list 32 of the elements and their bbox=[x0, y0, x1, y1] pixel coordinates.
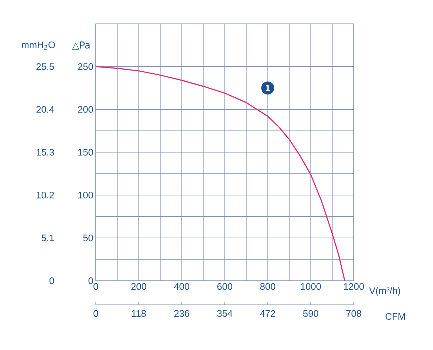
y-tick-label: 200 bbox=[78, 106, 94, 114]
y2-tick-label: 20.4 bbox=[36, 106, 54, 114]
x-axis-title: V(m³/h) bbox=[369, 287, 400, 296]
y-tick-label: 50 bbox=[83, 234, 94, 242]
annotation: 1 bbox=[266, 84, 270, 92]
x-tick-label: 1200 bbox=[344, 283, 364, 290]
x-tick-label: 600 bbox=[218, 283, 233, 290]
y-tick-label: 250 bbox=[78, 63, 94, 70]
x2-axis-title: CFM bbox=[386, 313, 406, 320]
x2-tick-label: 708 bbox=[346, 310, 362, 318]
x-tick-label: 400 bbox=[174, 283, 190, 290]
y-axis-title: △Pa bbox=[72, 42, 90, 50]
x2-tick-label: 472 bbox=[260, 310, 276, 317]
x-tick-label: 800 bbox=[260, 283, 276, 290]
y2-tick-label: 15.3 bbox=[36, 149, 54, 156]
y2-tick-label: 25.5 bbox=[36, 63, 54, 70]
x2-tick-label: 0 bbox=[94, 310, 98, 318]
x2-tick-label: 236 bbox=[174, 310, 190, 318]
y2-tick-label: 0 bbox=[50, 278, 54, 284]
x2-tick-label: 354 bbox=[217, 310, 233, 318]
y-tick-label: 0 bbox=[88, 278, 94, 284]
x2-tick-label: 118 bbox=[132, 310, 146, 318]
x-tick-label: 0 bbox=[94, 283, 98, 290]
y2-tick-label: 5.1 bbox=[42, 234, 54, 242]
x2-tick-label: 590 bbox=[303, 310, 319, 318]
y-tick-label: 150 bbox=[78, 149, 94, 156]
y2-axis-title: mmH$_{2}$O bbox=[22, 42, 56, 50]
x-tick-label: 1000 bbox=[301, 283, 322, 290]
y2-tick-label: 10.2 bbox=[36, 192, 54, 199]
y-tick-label: 100 bbox=[78, 192, 94, 199]
x-tick-label: 200 bbox=[132, 283, 147, 290]
line-series bbox=[96, 66, 346, 281]
